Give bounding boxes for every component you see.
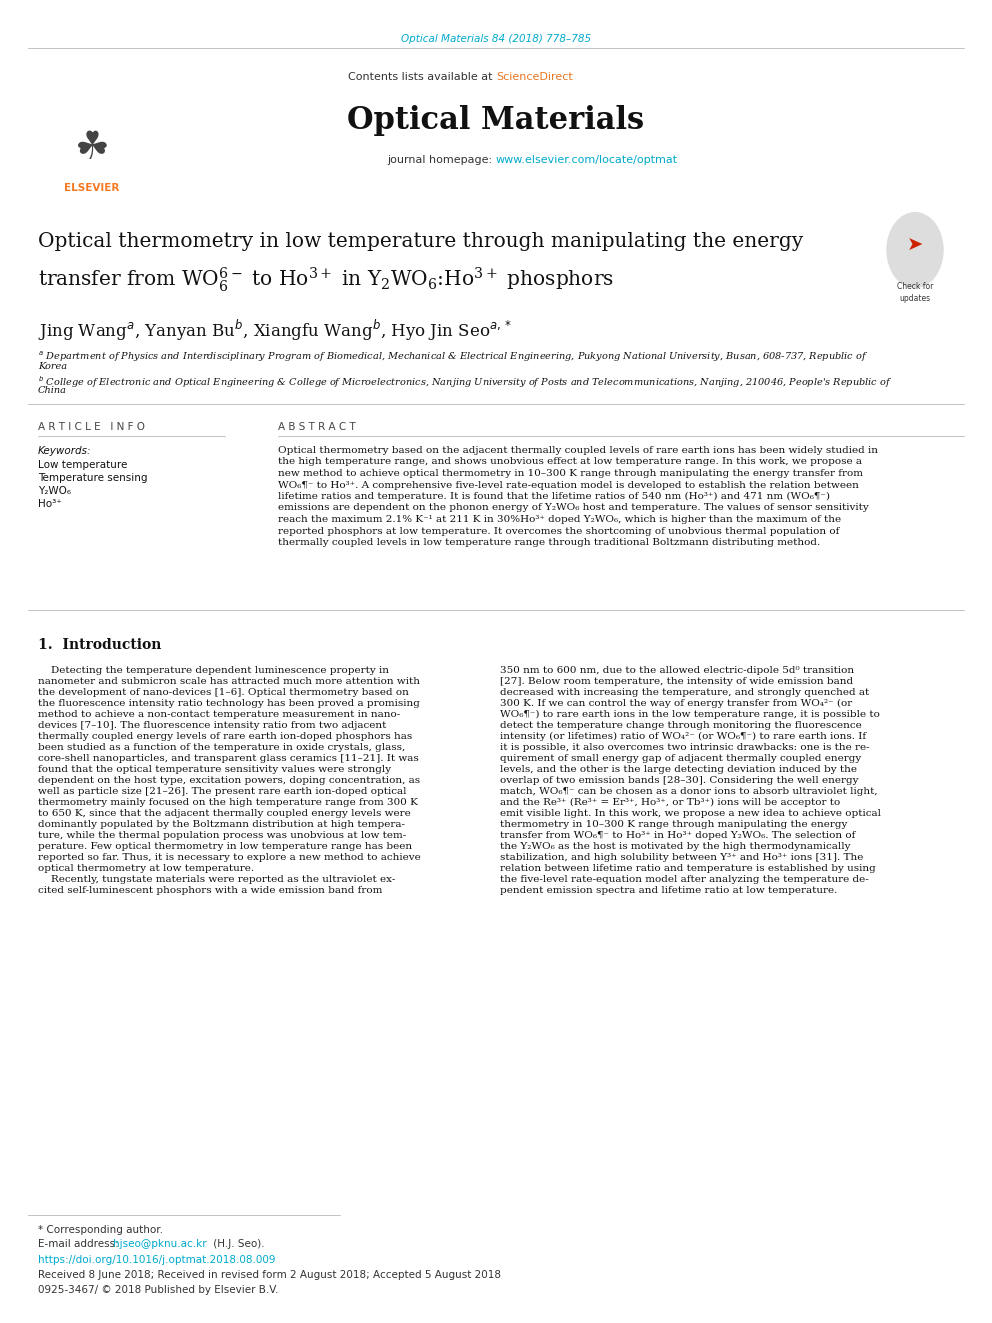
Text: levels, and the other is the large detecting deviation induced by the: levels, and the other is the large detec…	[500, 765, 857, 774]
Text: thermally coupled levels in low temperature range through traditional Boltzmann : thermally coupled levels in low temperat…	[278, 538, 820, 546]
Text: perature. Few optical thermometry in low temperature range has been: perature. Few optical thermometry in low…	[38, 841, 412, 851]
Text: core-shell nanoparticles, and transparent glass ceramics [11–21]. It was: core-shell nanoparticles, and transparen…	[38, 754, 419, 763]
Text: relation between lifetime ratio and temperature is established by using: relation between lifetime ratio and temp…	[500, 864, 876, 873]
Text: https://doi.org/10.1016/j.optmat.2018.08.009: https://doi.org/10.1016/j.optmat.2018.08…	[38, 1256, 276, 1265]
Text: (H.J. Seo).: (H.J. Seo).	[210, 1240, 265, 1249]
Text: match, WO₆¶⁻ can be chosen as a donor ions to absorb ultraviolet light,: match, WO₆¶⁻ can be chosen as a donor io…	[500, 787, 878, 796]
Text: devices [7–10]. The fluorescence intensity ratio from two adjacent: devices [7–10]. The fluorescence intensi…	[38, 721, 386, 730]
Text: 0925-3467/ © 2018 Published by Elsevier B.V.: 0925-3467/ © 2018 Published by Elsevier …	[38, 1285, 279, 1295]
Text: Optical Materials 84 (2018) 778–785: Optical Materials 84 (2018) 778–785	[401, 34, 591, 44]
Text: $^{b}$ College of Electronic and Optical Engineering & College of Microelectroni: $^{b}$ College of Electronic and Optical…	[38, 374, 893, 390]
Text: quirement of small energy gap of adjacent thermally coupled energy: quirement of small energy gap of adjacen…	[500, 754, 861, 763]
Text: WO₆¶⁻ to Ho³⁺. A comprehensive five-level rate-equation model is developed to es: WO₆¶⁻ to Ho³⁺. A comprehensive five-leve…	[278, 480, 859, 490]
Text: Jing Wang$^{a}$, Yanyan Bu$^{b}$, Xiangfu Wang$^{b}$, Hyo Jin Seo$^{a,*}$: Jing Wang$^{a}$, Yanyan Bu$^{b}$, Xiangf…	[38, 318, 512, 343]
Text: ☘: ☘	[74, 130, 109, 167]
Text: hjseo@pknu.ac.kr: hjseo@pknu.ac.kr	[113, 1240, 206, 1249]
Text: cited self-luminescent phosphors with a wide emission band from: cited self-luminescent phosphors with a …	[38, 886, 382, 894]
Text: transfer from WO₆¶⁻ to Ho³⁺ in Ho³⁺ doped Y₂WO₆. The selection of: transfer from WO₆¶⁻ to Ho³⁺ in Ho³⁺ dope…	[500, 831, 855, 840]
Text: the high temperature range, and shows unobvious effect at low temperature range.: the high temperature range, and shows un…	[278, 458, 862, 467]
Text: transfer from $\mathregular{WO_6^{6-}}$ to $\mathregular{Ho^{3+}}$ in $\mathregu: transfer from $\mathregular{WO_6^{6-}}$ …	[38, 265, 614, 294]
Text: $^{a}$ Department of Physics and Interdisciplinary Program of Biomedical, Mechan: $^{a}$ Department of Physics and Interdi…	[38, 351, 868, 364]
Text: Optical: Optical	[905, 56, 933, 61]
Bar	[28, 193, 964, 200]
Text: Optical thermometry based on the adjacent thermally coupled levels of rare earth: Optical thermometry based on the adjacen…	[278, 446, 878, 455]
Text: Keywords:: Keywords:	[38, 446, 91, 456]
Text: to 650 K, since that the adjacent thermally coupled energy levels were: to 650 K, since that the adjacent therma…	[38, 808, 411, 818]
Bar	[888, 48, 964, 194]
Text: Materials: Materials	[905, 66, 942, 71]
Text: Temperature sensing: Temperature sensing	[38, 474, 148, 483]
Text: journal homepage:: journal homepage:	[387, 155, 496, 165]
Text: ScienceDirect: ScienceDirect	[496, 71, 572, 82]
Text: Ho³⁺: Ho³⁺	[38, 499, 62, 509]
Text: Recently, tungstate materials were reported as the ultraviolet ex-: Recently, tungstate materials were repor…	[38, 875, 396, 884]
Text: dominantly populated by the Boltzmann distribution at high tempera-: dominantly populated by the Boltzmann di…	[38, 820, 405, 830]
Text: Contents lists available at: Contents lists available at	[348, 71, 496, 82]
Text: ➤: ➤	[907, 235, 924, 254]
Text: * Corresponding author.: * Corresponding author.	[38, 1225, 163, 1234]
Text: reach the maximum 2.1% K⁻¹ at 211 K in 30%Ho³⁺ doped Y₂WO₆, which is higher than: reach the maximum 2.1% K⁻¹ at 211 K in 3…	[278, 515, 841, 524]
Text: the five-level rate-equation model after analyzing the temperature de-: the five-level rate-equation model after…	[500, 875, 869, 884]
Text: stabilization, and high solubility between Y³⁺ and Ho³⁺ ions [31]. The: stabilization, and high solubility betwe…	[500, 853, 863, 863]
Text: nanometer and submicron scale has attracted much more attention with: nanometer and submicron scale has attrac…	[38, 677, 420, 687]
Text: China: China	[38, 386, 67, 396]
Text: found that the optical temperature sensitivity values were strongly: found that the optical temperature sensi…	[38, 765, 391, 774]
Text: thermometry in 10–300 K range through manipulating the energy: thermometry in 10–300 K range through ma…	[500, 820, 847, 830]
Text: Optical thermometry in low temperature through manipulating the energy: Optical thermometry in low temperature t…	[38, 232, 804, 251]
Text: www.elsevier.com/locate/optmat: www.elsevier.com/locate/optmat	[496, 155, 679, 165]
Text: Korea: Korea	[38, 363, 67, 370]
Text: Optical Materials: Optical Materials	[347, 105, 645, 136]
Text: the development of nano-devices [1–6]. Optical thermometry based on: the development of nano-devices [1–6]. O…	[38, 688, 409, 697]
Text: well as particle size [21–26]. The present rare earth ion-doped optical: well as particle size [21–26]. The prese…	[38, 787, 407, 796]
Text: reported so far. Thus, it is necessary to explore a new method to achieve: reported so far. Thus, it is necessary t…	[38, 853, 421, 863]
Text: Check for
updates: Check for updates	[897, 282, 933, 303]
Text: dependent on the host type, excitation powers, doping concentration, as: dependent on the host type, excitation p…	[38, 777, 421, 785]
Text: lifetime ratios and temperature. It is found that the lifetime ratios of 540 nm : lifetime ratios and temperature. It is f…	[278, 492, 830, 501]
Text: and the Re³⁺ (Re³⁺ = Er³⁺, Ho³⁺, or Tb³⁺) ions will be acceptor to: and the Re³⁺ (Re³⁺ = Er³⁺, Ho³⁺, or Tb³⁺…	[500, 798, 840, 807]
Text: thermometry mainly focused on the high temperature range from 300 K: thermometry mainly focused on the high t…	[38, 798, 418, 807]
Text: A R T I C L E   I N F O: A R T I C L E I N F O	[38, 422, 145, 433]
Text: emissions are dependent on the phonon energy of Y₂WO₆ host and temperature. The : emissions are dependent on the phonon en…	[278, 504, 869, 512]
Text: thermally coupled energy levels of rare earth ion-doped phosphors has: thermally coupled energy levels of rare …	[38, 732, 413, 741]
Text: it is possible, it also overcomes two intrinsic drawbacks: one is the re-: it is possible, it also overcomes two in…	[500, 744, 870, 751]
Bar	[888, 48, 964, 130]
Bar	[155, 48, 735, 194]
Text: reported phosphors at low temperature. It overcomes the shortcoming of unobvious: reported phosphors at low temperature. I…	[278, 527, 839, 536]
Text: the Y₂WO₆ as the host is motivated by the high thermodynamically: the Y₂WO₆ as the host is motivated by th…	[500, 841, 850, 851]
Text: 1.  Introduction: 1. Introduction	[38, 638, 162, 652]
Text: pendent emission spectra and lifetime ratio at low temperature.: pendent emission spectra and lifetime ra…	[500, 886, 837, 894]
Text: intensity (or lifetimes) ratio of WO₄²⁻ (or WO₆¶⁻) to rare earth ions. If: intensity (or lifetimes) ratio of WO₄²⁻ …	[500, 732, 866, 741]
Text: detect the temperature change through monitoring the fluorescence: detect the temperature change through mo…	[500, 721, 862, 730]
Text: E-mail address:: E-mail address:	[38, 1240, 122, 1249]
Text: method to achieve a non-contact temperature measurement in nano-: method to achieve a non-contact temperat…	[38, 710, 400, 718]
Text: Y₂WO₆: Y₂WO₆	[38, 486, 71, 496]
Text: the fluorescence intensity ratio technology has been proved a promising: the fluorescence intensity ratio technol…	[38, 699, 420, 708]
Text: new method to achieve optical thermometry in 10–300 K range through manipulating: new method to achieve optical thermometr…	[278, 468, 863, 478]
Text: optical thermometry at low temperature.: optical thermometry at low temperature.	[38, 864, 254, 873]
Text: overlap of two emission bands [28–30]. Considering the well energy: overlap of two emission bands [28–30]. C…	[500, 777, 858, 785]
Bar	[28, 48, 155, 194]
Text: ture, while the thermal population process was unobvious at low tem-: ture, while the thermal population proce…	[38, 831, 407, 840]
Text: [27]. Below room temperature, the intensity of wide emission band: [27]. Below room temperature, the intens…	[500, 677, 853, 687]
Text: A B S T R A C T: A B S T R A C T	[278, 422, 356, 433]
Text: 350 nm to 600 nm, due to the allowed electric-dipole 5d⁰ transition: 350 nm to 600 nm, due to the allowed ele…	[500, 665, 854, 675]
Text: Received 8 June 2018; Received in revised form 2 August 2018; Accepted 5 August : Received 8 June 2018; Received in revise…	[38, 1270, 501, 1279]
Text: WO₆¶⁻) to rare earth ions in the low temperature range, it is possible to: WO₆¶⁻) to rare earth ions in the low tem…	[500, 710, 880, 720]
Text: ELSEVIER: ELSEVIER	[64, 183, 120, 193]
Text: been studied as a function of the temperature in oxide crystals, glass,: been studied as a function of the temper…	[38, 744, 406, 751]
Text: 300 K. If we can control the way of energy transfer from WO₄²⁻ (or: 300 K. If we can control the way of ener…	[500, 699, 852, 708]
Text: Low temperature: Low temperature	[38, 460, 127, 470]
Text: emit visible light. In this work, we propose a new idea to achieve optical: emit visible light. In this work, we pro…	[500, 808, 881, 818]
Text: decreased with increasing the temperature, and strongly quenched at: decreased with increasing the temperatur…	[500, 688, 869, 697]
Text: Detecting the temperature dependent luminescence property in: Detecting the temperature dependent lumi…	[38, 665, 389, 675]
Circle shape	[887, 213, 943, 287]
